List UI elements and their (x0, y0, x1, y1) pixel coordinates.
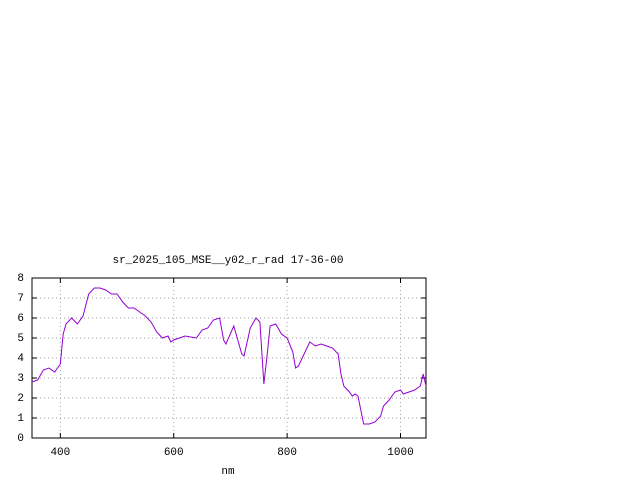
data-line (31, 287, 427, 425)
x-tick-label: 400 (50, 447, 70, 459)
y-tick-label: 7 (17, 293, 24, 305)
y-tick-label: 5 (17, 333, 24, 345)
plot-border (31, 277, 427, 439)
y-tick-label: 6 (17, 313, 24, 325)
y-tick-label: 3 (17, 373, 24, 385)
y-tick-label: 1 (17, 413, 24, 425)
y-tick-label: 4 (17, 353, 24, 365)
x-tick-label: 600 (164, 447, 184, 459)
y-tick-label: 8 (17, 273, 24, 285)
y-tick-label: 0 (17, 433, 24, 445)
x-axis-label: nm (221, 466, 235, 478)
x-tick-label: 1000 (387, 447, 413, 459)
x-tick-label: 800 (277, 447, 297, 459)
y-tick-label: 2 (17, 393, 24, 405)
chart-title: sr_2025_105_MSE__y02_r_rad 17-36-00 (112, 255, 343, 267)
